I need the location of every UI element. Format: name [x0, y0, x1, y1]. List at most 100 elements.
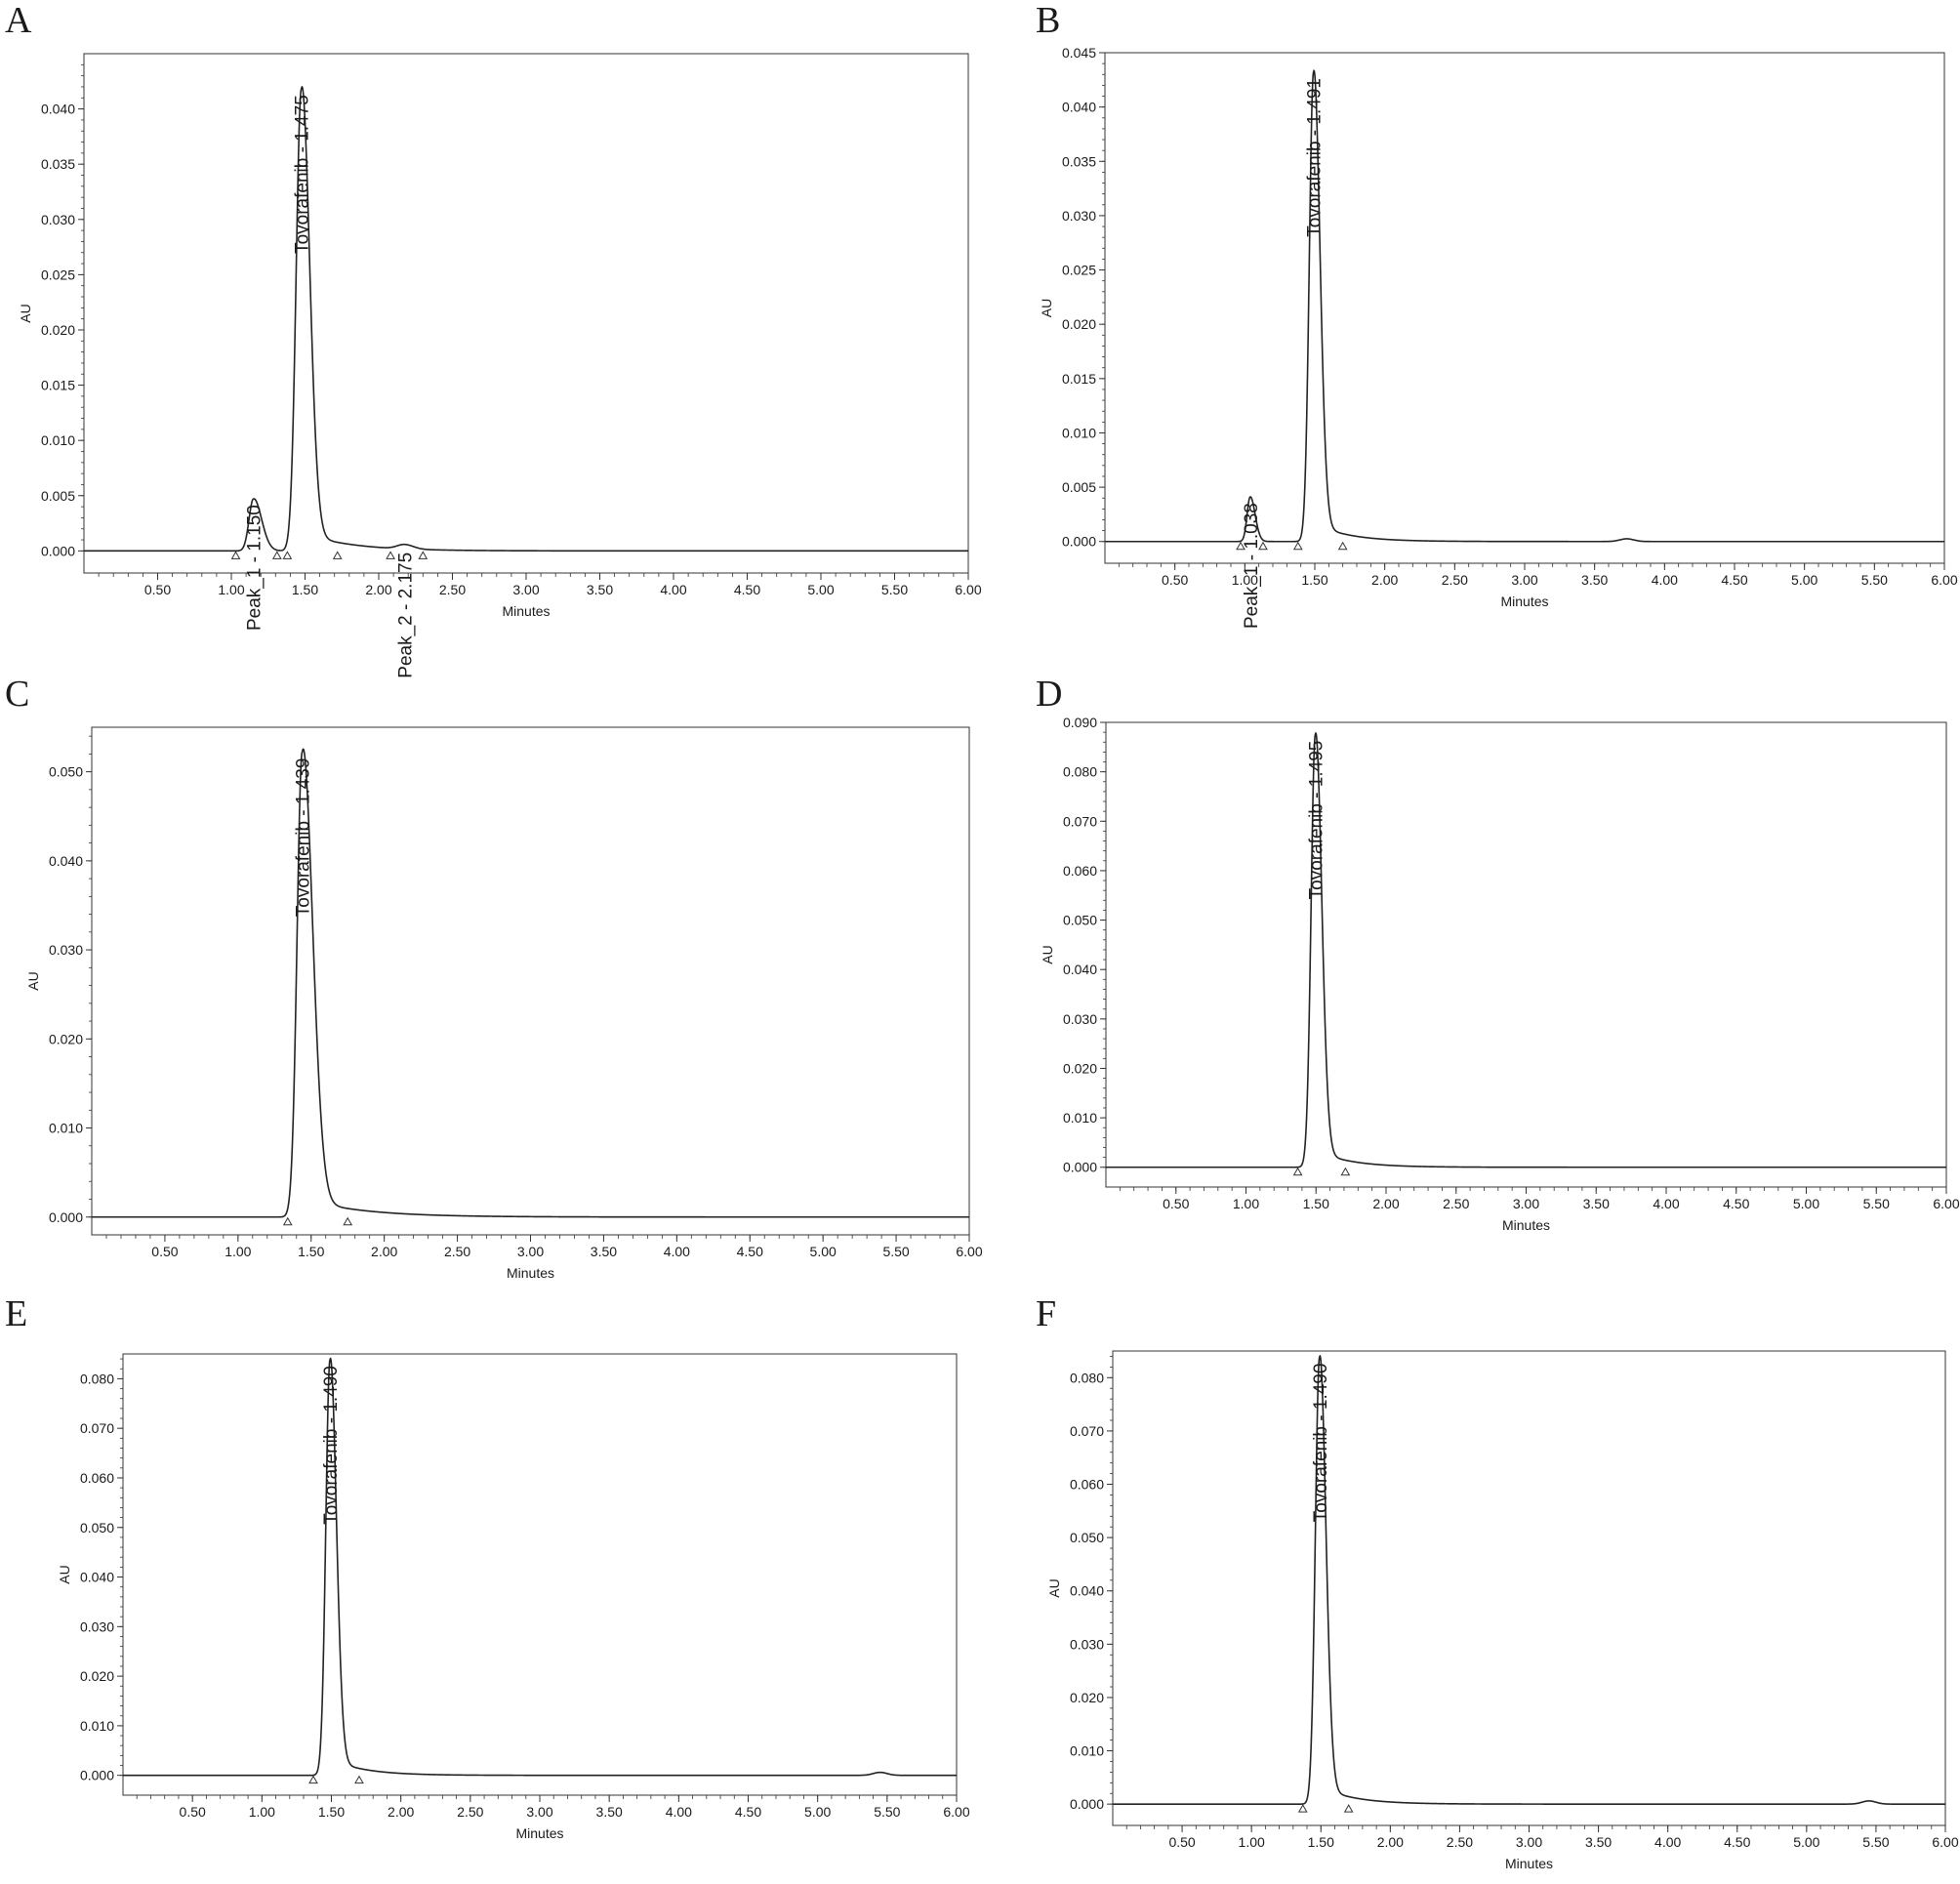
y-tick-label: 0.005 [41, 488, 75, 504]
y-tick-label: 0.005 [1062, 479, 1096, 495]
y-tick-label: 0.070 [1070, 1423, 1104, 1439]
integration-marker [271, 551, 282, 559]
y-tick-label: 0.010 [1062, 425, 1096, 440]
y-tick-label: 0.040 [1062, 100, 1096, 115]
y-axis-title: AU [25, 971, 41, 990]
chromatogram-trace [84, 85, 968, 553]
x-tick-label: 6.00 [956, 1244, 982, 1259]
x-tick-label: 6.00 [1932, 1834, 1958, 1850]
y-tick-label: 0.080 [1063, 764, 1097, 780]
chromatogram-f: 0.000 0.010 0.020 0.030 0.040 0.050 0.060 0.070… [1046, 1350, 1959, 1871]
integration-marker [332, 551, 343, 559]
peak-label: Tovorafenib - 1.475 [293, 95, 313, 254]
x-tick-label: 1.50 [1308, 1834, 1334, 1850]
x-tick-label: 0.50 [1163, 1196, 1189, 1211]
integration-marker [1337, 541, 1348, 551]
integration-marker [386, 551, 395, 559]
y-tick-label: 0.010 [1063, 1110, 1097, 1126]
y-tick-label: 0.040 [1063, 962, 1097, 977]
x-tick-label: 1.00 [1233, 1196, 1259, 1211]
x-tick-label: 5.50 [1862, 1834, 1889, 1850]
panel-letter-b: B [1036, 0, 1061, 41]
x-tick-label: 1.00 [218, 582, 244, 597]
x-tick-label: 6.00 [1931, 572, 1957, 588]
integration-marker [1258, 541, 1268, 551]
y-tick-label: 0.040 [80, 1570, 114, 1585]
y-tick-label: 0.010 [80, 1718, 114, 1734]
peak-label: Peak_2 - 2.175 [395, 553, 416, 678]
y-tick-label: 0.050 [1070, 1530, 1104, 1545]
x-tick-label: 4.50 [735, 1804, 761, 1820]
y-tick-label: 0.000 [1063, 1160, 1097, 1175]
y-tick-label: 0.080 [80, 1371, 114, 1386]
y-tick-label: 0.030 [1062, 208, 1096, 224]
x-tick-label: 3.50 [596, 1804, 623, 1820]
y-tick-label: 0.020 [1070, 1690, 1104, 1705]
y-axis-title: AU [1046, 1578, 1062, 1597]
x-tick-label: 3.50 [1581, 572, 1608, 588]
peak-label: Tovorafenib - 1.495 [1307, 741, 1327, 900]
x-tick-label: 1.00 [1232, 572, 1258, 588]
y-tick-label: 0.030 [1070, 1636, 1104, 1652]
x-tick-label: 3.50 [591, 1244, 617, 1259]
peak-label: Tovorafenib - 1.490 [1311, 1364, 1331, 1523]
y-tick-label: 0.010 [1070, 1743, 1104, 1759]
x-tick-label: 3.50 [587, 582, 613, 597]
peak-label: Tovorafenib - 1.491 [1305, 78, 1326, 237]
y-tick-label: 0.040 [1070, 1583, 1104, 1599]
y-tick-label: 0.000 [1070, 1796, 1104, 1812]
x-tick-label: 6.00 [943, 1804, 969, 1820]
x-tick-label: 3.00 [1516, 1834, 1542, 1850]
x-tick-label: 3.00 [1513, 1196, 1539, 1211]
y-tick-label: 0.035 [41, 156, 75, 172]
y-tick-label: 0.060 [1070, 1477, 1104, 1493]
integration-marker [1343, 1804, 1354, 1813]
integration-marker [343, 1216, 353, 1226]
y-tick-label: 0.015 [1062, 371, 1096, 387]
y-tick-label: 0.000 [80, 1768, 114, 1783]
x-tick-label: 1.50 [292, 582, 318, 597]
x-tick-label: 2.50 [1447, 1834, 1473, 1850]
x-tick-label: 4.00 [1654, 1834, 1681, 1850]
y-tick-label: 0.015 [41, 378, 75, 393]
y-tick-label: 0.000 [49, 1209, 83, 1225]
peak-label: Peak_1 - 1.150 [245, 505, 265, 631]
x-tick-label: 3.00 [526, 1804, 552, 1820]
y-axis-title: AU [1039, 299, 1054, 317]
x-axis-title: Minutes [502, 603, 550, 619]
plot-frame [122, 1353, 958, 1796]
integration-marker [418, 551, 429, 559]
panel-letter-f: F [1036, 1293, 1057, 1334]
y-tick-label: 0.050 [80, 1520, 114, 1536]
x-tick-label: 4.00 [660, 582, 686, 597]
x-tick-label: 2.50 [1443, 1196, 1469, 1211]
x-tick-label: 3.50 [1583, 1196, 1610, 1211]
x-tick-label: 1.00 [249, 1804, 275, 1820]
x-tick-label: 6.00 [1933, 1196, 1959, 1211]
y-tick-label: 0.010 [49, 1121, 83, 1136]
x-tick-label: 1.00 [1239, 1834, 1265, 1850]
y-tick-label: 0.090 [1063, 715, 1097, 730]
peak-label: Tovorafenib - 1.439 [294, 758, 314, 918]
x-tick-label: 1.00 [225, 1244, 251, 1259]
y-axis-title: AU [57, 1565, 72, 1583]
x-tick-label: 4.50 [734, 582, 760, 597]
x-tick-label: 2.50 [439, 582, 466, 597]
x-tick-label: 0.50 [151, 1244, 178, 1259]
peak-label: Peak_1 - 1.038 [1242, 503, 1262, 629]
y-tick-label: 0.050 [49, 764, 83, 780]
x-tick-label: 4.00 [1653, 1196, 1679, 1211]
x-tick-label: 1.50 [318, 1804, 345, 1820]
x-tick-label: 5.50 [882, 1244, 909, 1259]
y-tick-label: 0.030 [49, 942, 83, 958]
y-tick-label: 0.035 [1062, 153, 1096, 169]
plot-frame [83, 53, 969, 574]
plot-frame [1105, 721, 1947, 1188]
x-tick-label: 2.00 [388, 1804, 414, 1820]
x-tick-label: 5.00 [1793, 1834, 1819, 1850]
integration-marker [1292, 541, 1303, 551]
chromatogram-b: 0.000 0.005 0.010 0.015 0.020 0.025 0.030 0.035… [1039, 45, 1958, 629]
x-tick-label: 4.00 [1652, 572, 1678, 588]
plot-frame [91, 726, 970, 1236]
panel-letter-d: D [1036, 674, 1063, 715]
